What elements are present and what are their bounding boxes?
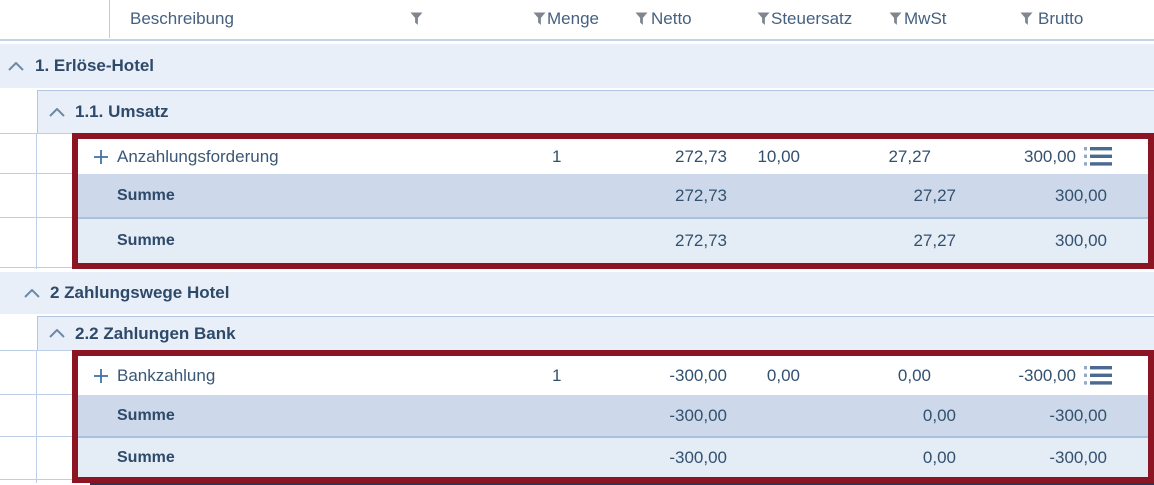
- gutter-line: [0, 350, 72, 351]
- filter-icon[interactable]: [757, 12, 770, 26]
- total-row: Summe 272,73 27,27 300,00: [72, 219, 1154, 263]
- table-row-bankzahlung[interactable]: Bankzahlung 1 -300,00 0,00 0,00 -300,00: [72, 356, 1154, 395]
- mwst-cell: 27,27: [888, 146, 931, 166]
- subgroup-row-umsatz[interactable]: 1.1. Umsatz: [37, 90, 1154, 133]
- brutto-cell: 300,00: [1024, 146, 1076, 166]
- gutter-line: [36, 133, 37, 269]
- mwst-cell: 27,27: [913, 231, 956, 250]
- group-row-label: 2 Zahlungswege Hotel: [50, 283, 230, 302]
- column-header-brutto[interactable]: Brutto: [1038, 9, 1084, 28]
- description-cell: Bankzahlung: [117, 365, 216, 385]
- gutter-line: [0, 267, 72, 268]
- column-header-mwst[interactable]: MwSt: [904, 9, 947, 28]
- netto-cell: 272,73: [675, 146, 727, 166]
- column-header-steuersatz[interactable]: Steuersatz: [771, 9, 853, 28]
- steuersatz-cell: 0,00: [766, 365, 800, 385]
- subtotal-label: Summe: [117, 186, 175, 204]
- filter-icon[interactable]: [635, 12, 648, 26]
- brutto-cell: -300,00: [1049, 447, 1107, 467]
- gutter-line: [0, 133, 72, 134]
- total-label: Summe: [117, 448, 175, 466]
- total-label: Summe: [117, 232, 175, 249]
- menge-cell: 1: [552, 146, 562, 166]
- list-menu-icon[interactable]: [1084, 139, 1112, 174]
- gutter-line: [36, 350, 37, 483]
- list-menu-icon[interactable]: [1084, 356, 1112, 395]
- filter-icon[interactable]: [410, 12, 423, 26]
- netto-cell: 272,73: [675, 185, 727, 205]
- row-divider: [78, 436, 1148, 438]
- filter-icon[interactable]: [889, 12, 902, 26]
- netto-cell: -300,00: [669, 365, 727, 385]
- group-row-zahlungswege-hotel[interactable]: 2 Zahlungswege Hotel: [0, 272, 1154, 314]
- header-column-divider: [109, 0, 110, 38]
- filter-icon[interactable]: [533, 12, 546, 26]
- table-header: Beschreibung Menge Netto Steuersatz MwSt…: [0, 0, 1154, 38]
- column-header-beschreibung[interactable]: Beschreibung: [130, 9, 234, 28]
- gutter-line: [0, 217, 72, 218]
- group-row-erloese-hotel[interactable]: 1. Erlöse-Hotel: [0, 44, 1154, 88]
- collapse-icon[interactable]: [24, 272, 40, 314]
- brutto-cell: 300,00: [1055, 185, 1107, 205]
- plus-icon[interactable]: [93, 356, 109, 395]
- description-cell: Anzahlungsforderung: [117, 146, 279, 166]
- column-header-netto[interactable]: Netto: [651, 9, 692, 28]
- mwst-cell: 0,00: [897, 365, 931, 385]
- mwst-cell: 27,27: [913, 185, 956, 205]
- subtotal-label: Summe: [117, 406, 175, 424]
- gutter-line: [0, 479, 72, 480]
- menge-cell: 1: [552, 365, 562, 385]
- subgroup-row-label: 1.1. Umsatz: [75, 102, 169, 121]
- gutter-line: [0, 436, 72, 437]
- column-header-menge[interactable]: Menge: [547, 9, 599, 28]
- table-row-anzahlungsforderung[interactable]: Anzahlungsforderung 1 272,73 10,00 27,27…: [72, 139, 1154, 174]
- netto-cell: -300,00: [669, 447, 727, 467]
- collapse-icon[interactable]: [49, 91, 65, 133]
- mwst-cell: 0,00: [922, 447, 956, 467]
- brutto-cell: -300,00: [1018, 365, 1076, 385]
- steuersatz-cell: 10,00: [757, 146, 800, 166]
- gutter-line: [0, 394, 72, 395]
- netto-cell: -300,00: [669, 405, 727, 425]
- collapse-icon[interactable]: [8, 44, 24, 88]
- header-underline: [0, 39, 1154, 41]
- next-row-edge: [90, 482, 1154, 485]
- brutto-cell: 300,00: [1055, 231, 1107, 250]
- netto-cell: 272,73: [675, 231, 727, 250]
- subgroup-row-label: 2.2 Zahlungen Bank: [75, 323, 236, 343]
- filter-icon[interactable]: [1020, 12, 1033, 26]
- subtotal-row: Summe -300,00 0,00 -300,00: [72, 395, 1154, 436]
- brutto-cell: -300,00: [1049, 405, 1107, 425]
- group-row-label: 1. Erlöse-Hotel: [35, 56, 155, 75]
- subgroup-row-zahlungen-bank[interactable]: 2.2 Zahlungen Bank: [37, 316, 1154, 350]
- collapse-icon[interactable]: [49, 317, 65, 350]
- subtotal-row: Summe 272,73 27,27 300,00: [72, 174, 1154, 217]
- total-row: Summe -300,00 0,00 -300,00: [72, 438, 1154, 477]
- row-divider: [78, 217, 1148, 219]
- plus-icon[interactable]: [93, 139, 109, 174]
- gutter-line: [0, 173, 72, 174]
- mwst-cell: 0,00: [922, 405, 956, 425]
